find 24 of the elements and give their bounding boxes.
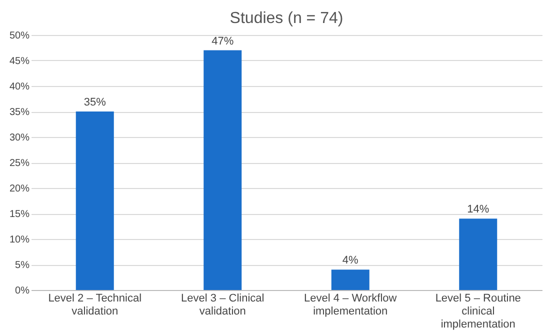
y-tick-label: 50% — [9, 30, 30, 42]
x-tick-label: Level 5 – Routine clinical implementation — [435, 292, 521, 330]
x-tick-label: Level 4 – Workflow implementation — [304, 292, 397, 318]
bar — [204, 50, 242, 290]
y-tick-label: 20% — [9, 184, 30, 194]
data-label: 35% — [84, 96, 106, 108]
y-tick-label: 15% — [9, 209, 30, 220]
data-label: 47% — [212, 35, 234, 48]
bar — [76, 112, 114, 290]
bar — [459, 218, 498, 290]
y-tick-label: 5% — [15, 260, 30, 271]
y-tick-label: 45% — [9, 56, 30, 67]
y-tick-label: 25% — [9, 158, 30, 169]
chart-title: Studies (n = 74) — [230, 10, 344, 27]
y-tick-label: 30% — [9, 132, 30, 144]
bar — [331, 270, 370, 290]
x-tick-label: Level 3 – Clinical validation — [181, 292, 264, 318]
y-tick-label: 40% — [9, 82, 30, 92]
y-tick-label: 10% — [9, 234, 30, 246]
data-label: 14% — [467, 204, 490, 216]
y-tick-label: 35% — [9, 107, 30, 118]
data-label: 4% — [342, 254, 359, 267]
x-tick-label: Level 2 – Technical validation — [48, 292, 142, 318]
y-tick-label: 0% — [15, 286, 30, 296]
